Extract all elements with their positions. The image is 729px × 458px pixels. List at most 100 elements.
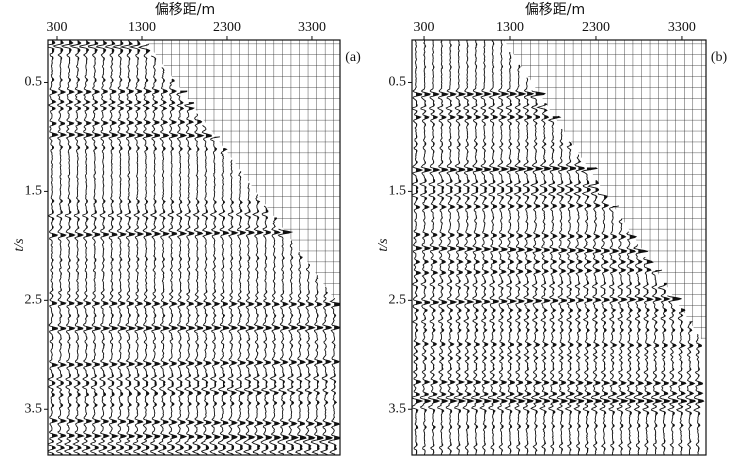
trace — [496, 40, 510, 455]
trace — [269, 217, 282, 455]
wiggles — [48, 40, 340, 455]
wiggles — [412, 40, 705, 455]
y-tick-label: 3.5 — [25, 401, 43, 416]
trace — [166, 78, 179, 455]
trace — [183, 102, 196, 455]
panel-label: (b) — [711, 50, 728, 65]
trace — [87, 40, 102, 455]
y-tick-label: 0.5 — [25, 75, 43, 90]
trace — [69, 40, 85, 455]
trace — [137, 43, 154, 455]
trace-fill — [689, 321, 696, 455]
trace-fill — [663, 282, 670, 455]
trace-fill — [681, 308, 687, 455]
trace — [200, 124, 213, 455]
trace — [412, 40, 424, 455]
trace — [251, 194, 264, 455]
trace — [607, 205, 620, 455]
y-tick-label: 0.5 — [389, 75, 407, 90]
trace — [310, 275, 324, 455]
trace — [302, 263, 316, 455]
trace — [479, 40, 493, 455]
trace — [587, 179, 603, 455]
trace — [597, 193, 611, 455]
trace — [157, 67, 171, 455]
y-tick-label: 1.5 — [389, 184, 407, 199]
trace — [112, 40, 128, 455]
trace — [52, 40, 68, 455]
trace — [293, 252, 307, 455]
panel: 300 1300 2300 3300 0.5 1.5 2.5 3.5 偏移距/m t/s (b) — [376, 2, 728, 456]
x-tick-label: 1300 — [128, 20, 156, 35]
trace — [234, 171, 247, 455]
trace — [685, 321, 696, 455]
y-axis-title: t/s — [12, 238, 27, 252]
trace — [318, 286, 334, 455]
trace-fill — [265, 206, 272, 455]
trace — [217, 147, 230, 455]
trace-fill — [86, 40, 93, 455]
trace — [60, 40, 76, 455]
trace — [225, 159, 239, 455]
trace — [633, 244, 648, 455]
x-tick-label: 3300 — [298, 20, 326, 35]
trace — [79, 40, 94, 455]
trace — [513, 64, 527, 455]
trace — [536, 103, 552, 455]
y-tick-label: 2.5 — [389, 293, 407, 308]
trace — [174, 90, 188, 455]
trace — [530, 90, 546, 455]
x-tick-label: 2300 — [582, 20, 610, 35]
trace — [260, 205, 273, 455]
frame — [47, 39, 341, 456]
panel: 300 1300 2300 3300 0.5 1.5 2.5 3.5 偏移距/m t/s (a) — [12, 2, 361, 456]
trace — [461, 40, 475, 455]
trace — [522, 77, 535, 455]
trace-fill — [120, 40, 127, 455]
trace-fill — [518, 64, 526, 455]
trace — [285, 240, 299, 455]
trace — [657, 282, 671, 455]
trace — [445, 40, 458, 455]
trace — [453, 40, 467, 455]
trace — [191, 113, 205, 455]
trace — [564, 141, 578, 455]
x-axis-title: 偏移距/m — [155, 2, 215, 18]
trace — [624, 231, 638, 455]
trace — [242, 182, 256, 455]
y-tick-label: 2.5 — [25, 293, 43, 308]
trace — [149, 55, 162, 455]
trace — [419, 40, 433, 455]
trace-fill — [69, 40, 75, 455]
trace-fill — [154, 55, 161, 455]
trace — [436, 40, 449, 455]
trace — [641, 256, 654, 455]
trace — [209, 136, 222, 455]
trace-fill — [214, 136, 221, 455]
trace — [104, 40, 119, 455]
trace — [119, 40, 137, 455]
trace — [676, 308, 688, 455]
trace — [128, 40, 145, 455]
trace-fill — [587, 167, 597, 455]
trace — [547, 115, 562, 455]
trace — [556, 128, 569, 455]
trace — [327, 298, 340, 455]
trace — [650, 269, 663, 455]
trace — [573, 154, 586, 455]
panel-label: (a) — [345, 50, 361, 65]
y-axis-title: t/s — [376, 238, 391, 252]
trace — [580, 167, 599, 455]
x-tick-label: 300 — [414, 20, 435, 35]
x-tick-label: 1300 — [496, 20, 524, 35]
trace — [427, 40, 441, 455]
trace-fill — [231, 159, 238, 455]
trace — [504, 51, 519, 455]
x-tick-label: 300 — [47, 20, 68, 35]
trace — [470, 40, 484, 455]
y-tick-label: 1.5 — [25, 184, 43, 199]
trace — [616, 218, 629, 455]
x-tick-label: 2300 — [213, 20, 241, 35]
trace — [487, 40, 501, 455]
